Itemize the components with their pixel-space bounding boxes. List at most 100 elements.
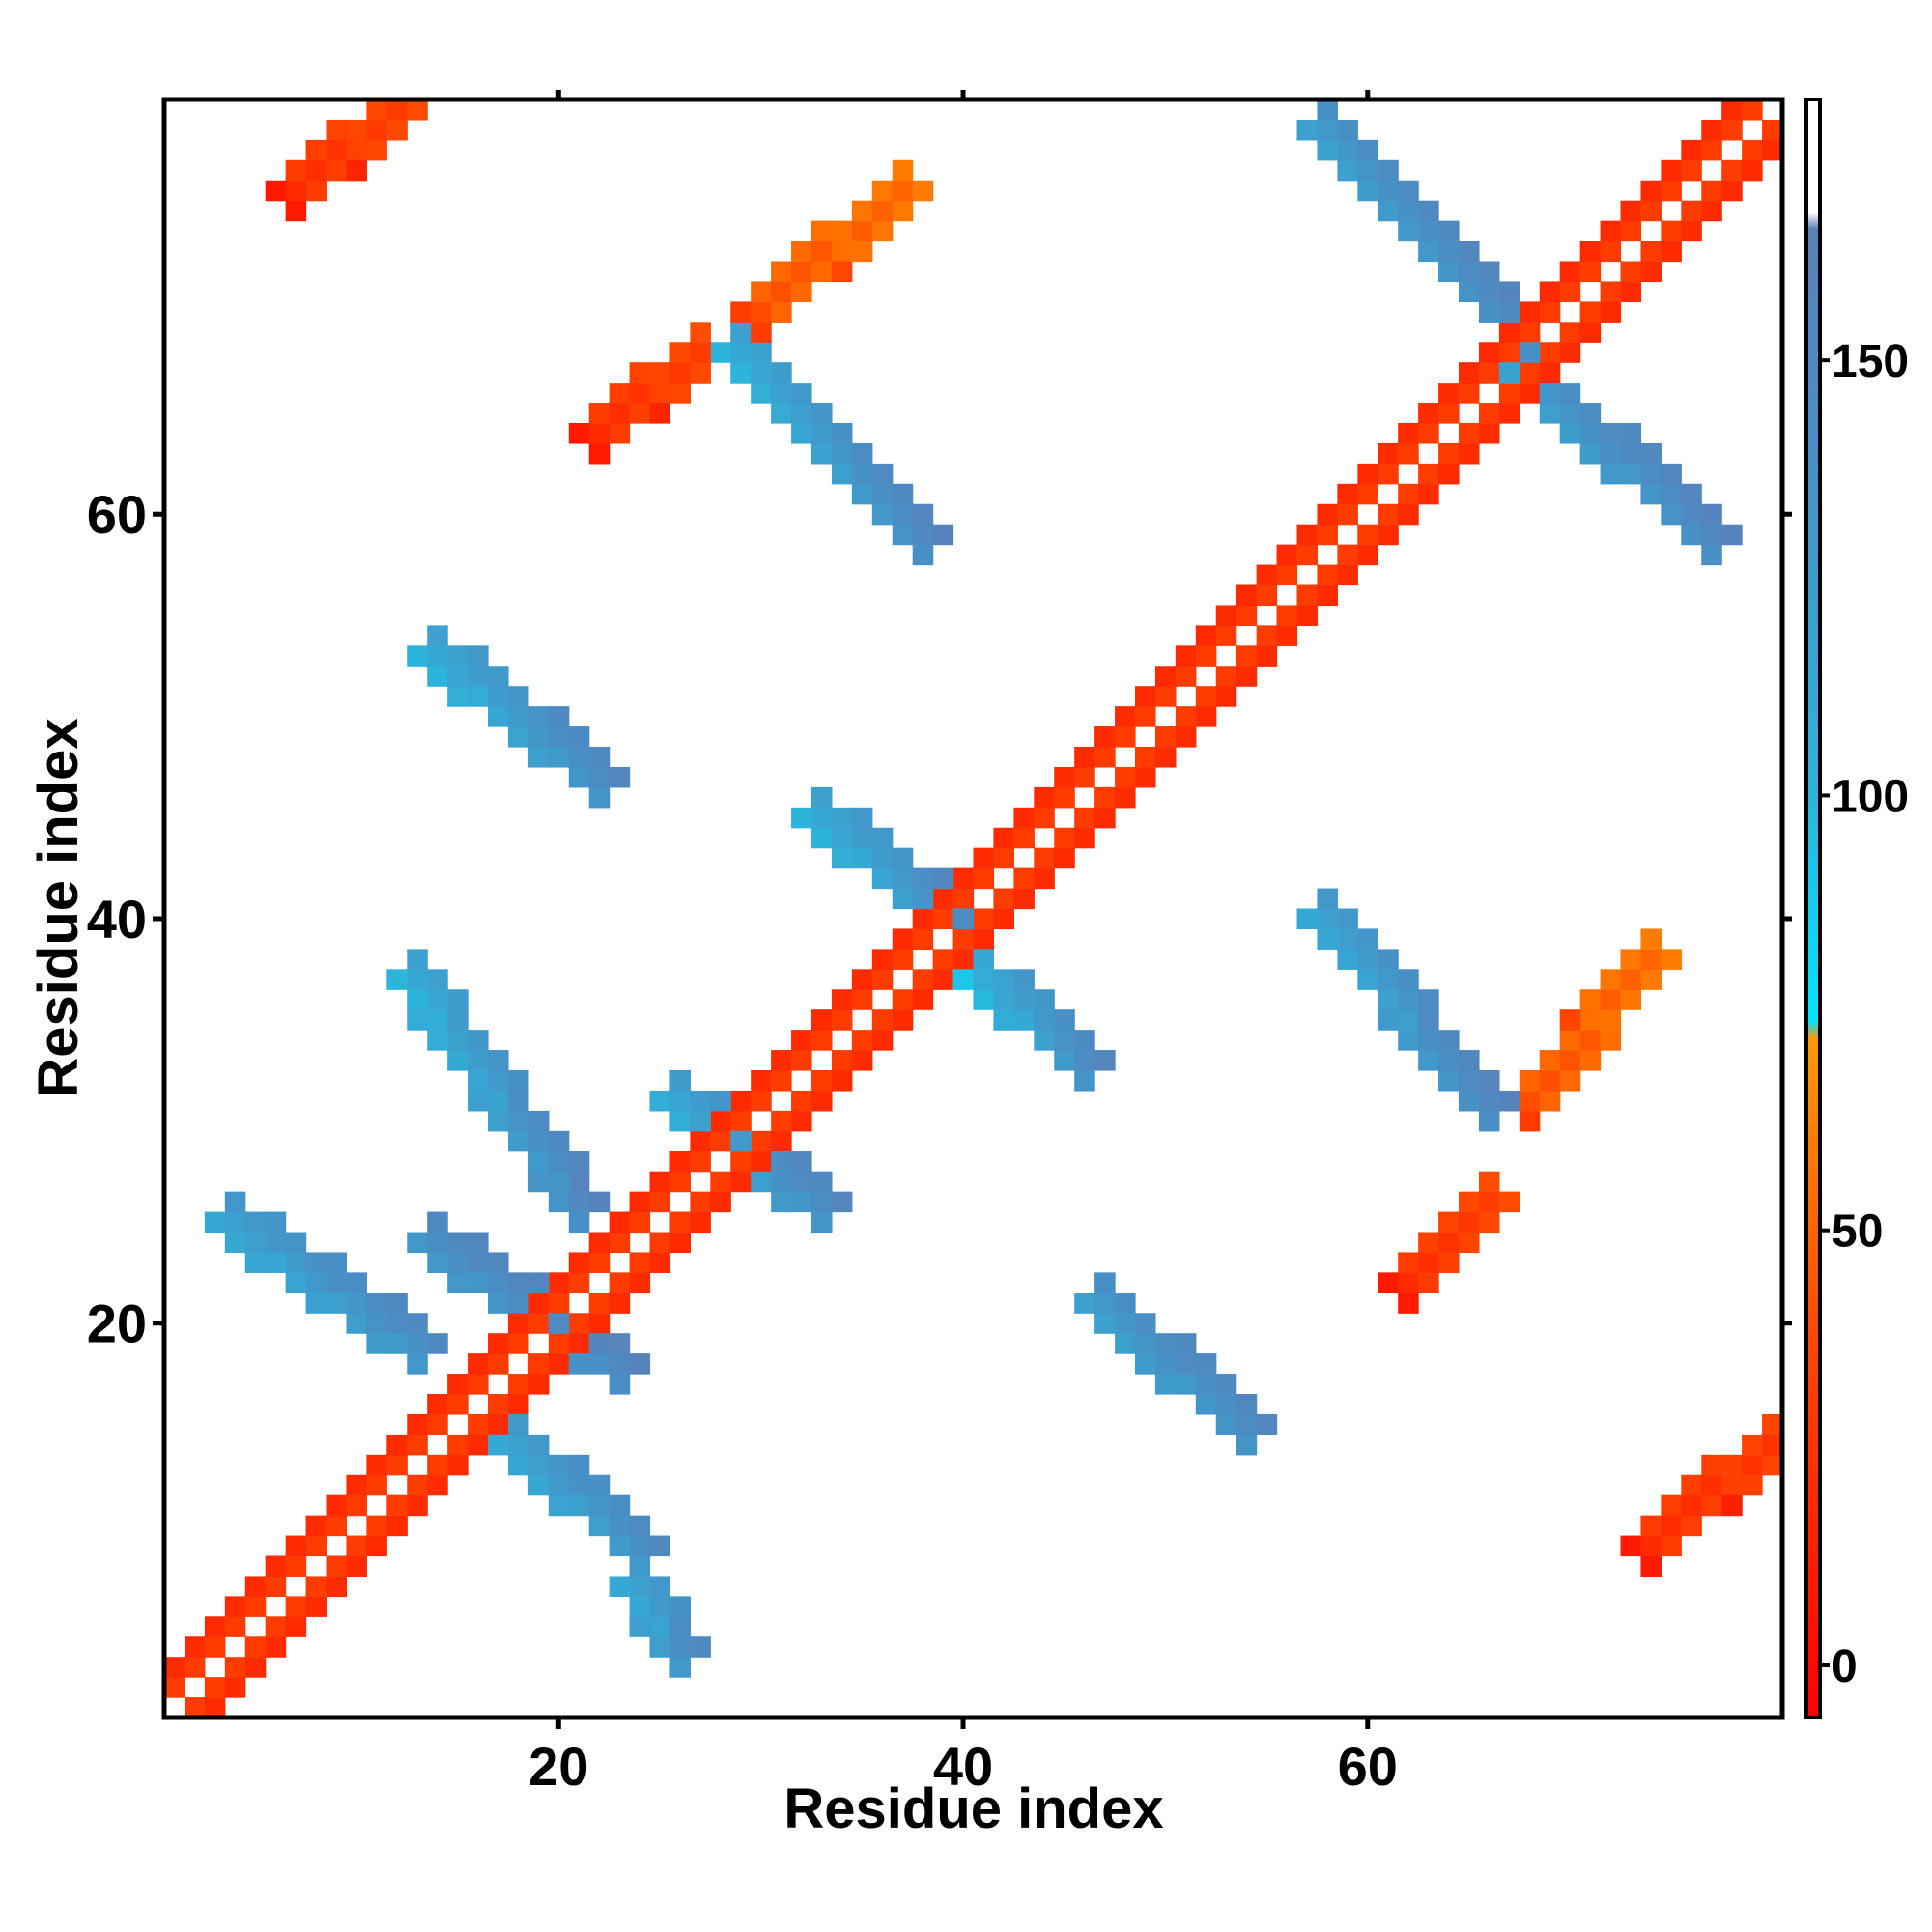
heatmap-cell xyxy=(244,1252,267,1273)
heatmap-cell xyxy=(527,747,550,768)
heatmap-cell xyxy=(871,1030,894,1051)
heatmap-cell xyxy=(791,1030,812,1051)
heatmap-cell xyxy=(1559,261,1581,283)
heatmap-cell xyxy=(1579,301,1602,323)
heatmap-cell xyxy=(1154,1333,1177,1354)
heatmap-cell xyxy=(1175,1333,1197,1354)
heatmap-cell xyxy=(407,1009,428,1031)
heatmap-cell xyxy=(1661,241,1682,263)
heatmap-cell xyxy=(1438,1050,1460,1071)
heatmap-cell xyxy=(488,1333,509,1354)
heatmap-cell xyxy=(326,1555,348,1577)
heatmap-cell xyxy=(346,139,367,161)
heatmap-cell xyxy=(1721,1474,1743,1496)
heatmap-cell xyxy=(427,1413,448,1435)
heatmap-cell xyxy=(811,241,833,263)
heatmap-cell xyxy=(871,969,894,990)
heatmap-cell xyxy=(588,1494,611,1517)
heatmap-cell xyxy=(548,1272,570,1293)
heatmap-cell xyxy=(224,1596,246,1617)
heatmap-cell xyxy=(932,888,954,910)
heatmap-cell xyxy=(932,969,954,990)
heatmap-cell xyxy=(1418,1232,1439,1254)
heatmap-cell xyxy=(366,1474,387,1496)
heatmap-cell xyxy=(588,1191,611,1213)
heatmap-cell xyxy=(1559,383,1581,404)
heatmap-cell xyxy=(527,1151,550,1173)
heatmap-cell xyxy=(831,423,853,444)
heatmap-cell xyxy=(811,1171,833,1193)
heatmap-cell xyxy=(1094,786,1116,809)
heatmap-cell xyxy=(1519,1070,1541,1092)
heatmap-cell xyxy=(1640,969,1662,990)
heatmap-cell xyxy=(427,1474,448,1496)
heatmap-cell xyxy=(751,1151,772,1173)
heatmap-cell xyxy=(851,989,873,1010)
heatmap-cell xyxy=(1357,949,1378,970)
heatmap-cell xyxy=(871,220,894,242)
heatmap-cell xyxy=(1317,888,1338,910)
heatmap-cell xyxy=(1579,261,1602,283)
heatmap-cell xyxy=(507,1090,529,1112)
heatmap-cell xyxy=(1135,1313,1156,1334)
heatmap-cell xyxy=(669,1171,691,1193)
heatmap-cell xyxy=(1337,119,1358,141)
heatmap-cell xyxy=(851,200,873,222)
heatmap-cell xyxy=(851,220,873,242)
heatmap-cell xyxy=(609,423,631,444)
heatmap-cell xyxy=(609,383,631,404)
heatmap-cell xyxy=(427,1252,448,1273)
heatmap-cell xyxy=(386,1333,408,1354)
heatmap-cell xyxy=(1195,625,1217,646)
heatmap-cell xyxy=(1721,180,1743,202)
heatmap-cell xyxy=(224,1191,246,1213)
heatmap-cell xyxy=(993,827,1014,849)
heatmap-cell xyxy=(346,1535,367,1557)
heatmap-cell xyxy=(1154,666,1177,687)
heatmap-cell xyxy=(244,1232,267,1254)
heatmap-cell xyxy=(871,847,894,869)
heatmap-cell xyxy=(366,1313,387,1334)
y-tick-label: 60 xyxy=(87,484,147,545)
heatmap-cell xyxy=(326,159,348,182)
heatmap-cell xyxy=(386,1313,408,1334)
heatmap-cell xyxy=(649,1616,671,1637)
heatmap-cell xyxy=(1215,1413,1237,1435)
heatmap-cell xyxy=(791,807,812,829)
heatmap-cell xyxy=(609,766,631,788)
heatmap-cell xyxy=(1721,1454,1743,1476)
heatmap-cell xyxy=(527,1434,550,1456)
heatmap-cell xyxy=(1459,1191,1480,1213)
heatmap-cell xyxy=(305,1535,327,1557)
heatmap-cell xyxy=(1721,524,1743,546)
heatmap-cell xyxy=(1701,524,1722,546)
heatmap-cell xyxy=(1135,766,1156,788)
heatmap-cell xyxy=(1559,342,1581,363)
heatmap-cell xyxy=(305,1515,327,1537)
heatmap-cell xyxy=(1034,847,1055,869)
heatmap-cell xyxy=(1478,423,1500,444)
heatmap-cell xyxy=(811,1070,833,1092)
heatmap-cell xyxy=(1317,139,1338,161)
heatmap-cell xyxy=(588,1474,611,1496)
heatmap-cell xyxy=(730,1130,752,1152)
heatmap-cell xyxy=(1438,241,1460,263)
heatmap-cell xyxy=(1236,666,1258,687)
heatmap-cell xyxy=(1459,383,1480,404)
heatmap-cell xyxy=(1418,1050,1439,1071)
heatmap-cell xyxy=(507,1070,529,1092)
heatmap-cell xyxy=(771,383,792,404)
heatmap-cell xyxy=(892,483,914,505)
heatmap-cell xyxy=(1398,1252,1419,1273)
heatmap-cell xyxy=(366,139,387,161)
heatmap-cell xyxy=(1742,1454,1763,1476)
heatmap-cell xyxy=(244,1211,267,1234)
heatmap-cell xyxy=(1418,220,1439,242)
heatmap-cell xyxy=(892,200,914,222)
heatmap-cell xyxy=(771,281,792,302)
heatmap-cell xyxy=(1054,827,1075,849)
heatmap-cell xyxy=(609,403,631,424)
heatmap-cell xyxy=(1620,261,1642,283)
heatmap-cell xyxy=(1459,423,1480,444)
